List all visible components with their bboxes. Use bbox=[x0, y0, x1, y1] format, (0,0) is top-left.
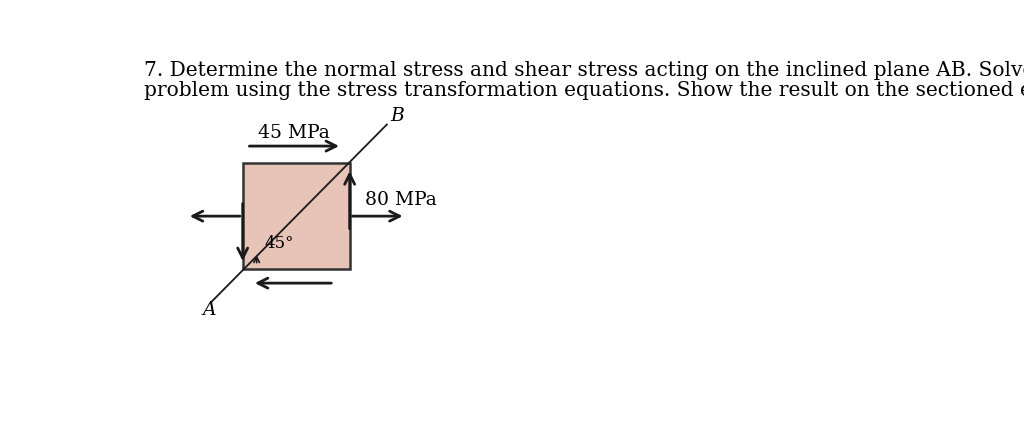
Bar bbox=[243, 163, 349, 269]
Text: 45°: 45° bbox=[264, 235, 294, 252]
Text: 7. Determine the normal stress and shear stress acting on the inclined plane AB.: 7. Determine the normal stress and shear… bbox=[143, 61, 1024, 80]
Text: problem using the stress transformation equations. Show the result on the sectio: problem using the stress transformation … bbox=[143, 80, 1024, 100]
Text: B: B bbox=[391, 107, 404, 125]
Text: 80 MPa: 80 MPa bbox=[366, 190, 437, 208]
Text: A: A bbox=[203, 301, 216, 319]
Text: 45 MPa: 45 MPa bbox=[258, 125, 330, 143]
